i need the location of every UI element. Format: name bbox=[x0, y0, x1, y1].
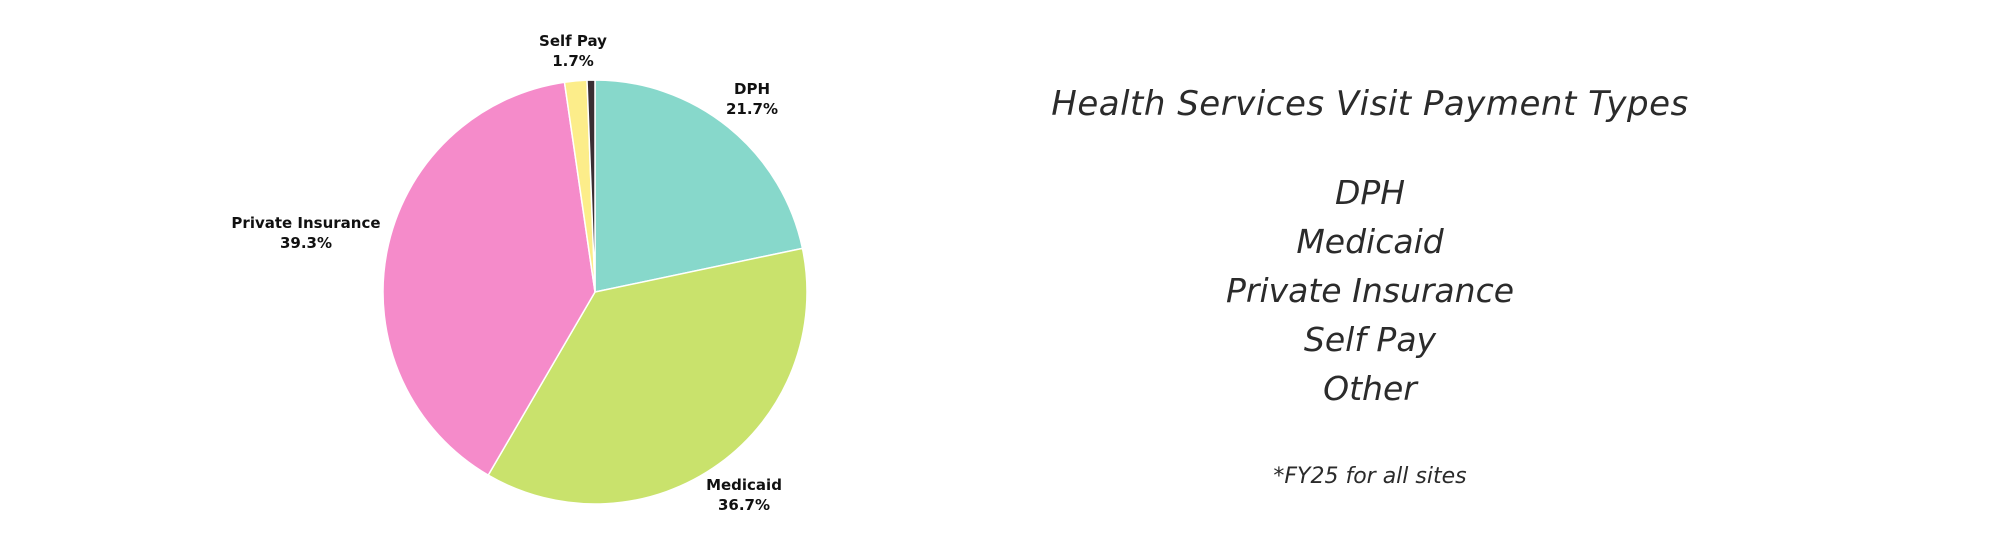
side-panel: Health Services Visit Payment Types DPH … bbox=[980, 0, 1760, 550]
pie-slices bbox=[382, 79, 808, 505]
legend: DPH Medicaid Private Insurance Self Pay … bbox=[980, 168, 1760, 413]
legend-entry-medicaid: Medicaid bbox=[1296, 222, 1444, 261]
legend-entry-self-pay: Self Pay bbox=[1303, 320, 1437, 359]
legend-entry-other: Other bbox=[1323, 369, 1417, 408]
pie-chart: DPH 21.7% Medicaid 36.7% Private Insurance 39… bbox=[231, 32, 808, 514]
slice-percent-medicaid: 36.7% bbox=[718, 496, 770, 514]
pie-labels: DPH 21.7% Medicaid 36.7% Private Insurance 39… bbox=[231, 32, 782, 514]
slice-label-dph: DPH bbox=[734, 80, 770, 98]
pie-slice-medicaid bbox=[487, 247, 808, 505]
slice-percent-private-insurance: 39.3% bbox=[280, 234, 332, 252]
legend-entry-private-insurance: Private Insurance bbox=[1225, 271, 1515, 310]
slice-label-private-insurance: Private Insurance bbox=[231, 214, 380, 232]
footnote: *FY25 for all sites bbox=[1273, 464, 1467, 489]
slice-percent-dph: 21.7% bbox=[726, 100, 778, 118]
slice-label-medicaid: Medicaid bbox=[706, 476, 782, 494]
slice-label-self-pay: Self Pay bbox=[539, 32, 607, 50]
chart-title: Health Services Visit Payment Types bbox=[1051, 84, 1689, 124]
legend-entry-dph: DPH bbox=[1334, 173, 1406, 212]
pie-slice-unlabeled bbox=[586, 79, 596, 293]
pie-slice-private-insurance bbox=[382, 81, 596, 477]
pie-slice-dph bbox=[594, 79, 804, 293]
slice-percent-self-pay: 1.7% bbox=[552, 52, 594, 70]
